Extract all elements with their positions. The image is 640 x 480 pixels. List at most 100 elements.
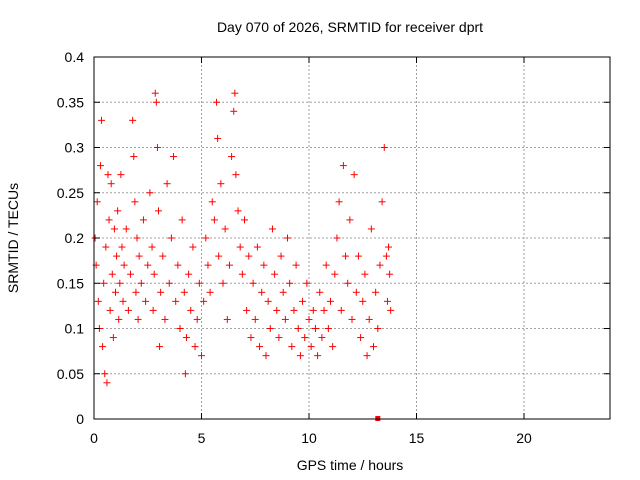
y-tick-label: 0 bbox=[76, 411, 84, 427]
data-point bbox=[260, 261, 268, 269]
data-point bbox=[144, 261, 152, 269]
data-point bbox=[221, 225, 229, 233]
data-point bbox=[225, 261, 233, 269]
x-tick-label: 5 bbox=[198, 430, 206, 446]
y-axis-label: SRMTID / TECUs bbox=[5, 183, 21, 293]
data-point bbox=[333, 234, 341, 242]
data-point bbox=[303, 279, 311, 287]
data-point bbox=[245, 252, 253, 260]
y-tick-label: 0.2 bbox=[65, 230, 85, 246]
data-point bbox=[327, 297, 334, 305]
data-point bbox=[374, 325, 382, 332]
data-point bbox=[231, 89, 239, 97]
data-point bbox=[376, 261, 384, 269]
data-point bbox=[288, 343, 296, 351]
data-point bbox=[193, 315, 201, 323]
y-tick-label: 0.35 bbox=[57, 94, 84, 110]
data-point bbox=[99, 343, 107, 351]
data-point bbox=[342, 252, 350, 260]
y-tick-label: 0.4 bbox=[65, 49, 85, 65]
data-point bbox=[172, 297, 180, 305]
data-point bbox=[187, 306, 195, 314]
data-point bbox=[129, 116, 137, 124]
data-point bbox=[314, 352, 322, 360]
data-point bbox=[150, 270, 158, 278]
data-point bbox=[367, 225, 375, 233]
data-point bbox=[213, 98, 221, 106]
data-point bbox=[251, 315, 259, 323]
data-point bbox=[180, 288, 188, 296]
data-point bbox=[113, 252, 121, 260]
data-point bbox=[228, 153, 236, 161]
data-point bbox=[320, 306, 328, 314]
data-point bbox=[279, 288, 287, 296]
data-point bbox=[383, 297, 391, 305]
data-point bbox=[238, 270, 246, 278]
data-point bbox=[103, 379, 111, 387]
y-tick-label: 0.15 bbox=[57, 275, 84, 291]
data-point bbox=[198, 352, 205, 360]
data-point bbox=[380, 144, 388, 151]
data-point bbox=[134, 315, 142, 323]
data-point bbox=[127, 270, 135, 278]
data-point bbox=[331, 270, 339, 278]
x-tick-label: 10 bbox=[301, 430, 317, 446]
data-point bbox=[275, 334, 283, 342]
data-point bbox=[101, 370, 109, 378]
data-point bbox=[284, 234, 291, 242]
data-point bbox=[365, 315, 373, 323]
data-point bbox=[118, 243, 126, 251]
data-point bbox=[157, 288, 165, 296]
data-point bbox=[124, 306, 132, 314]
data-point bbox=[277, 252, 285, 260]
data-point bbox=[339, 162, 347, 170]
data-point bbox=[116, 279, 124, 287]
data-point bbox=[247, 334, 255, 342]
y-tick-label: 0.25 bbox=[57, 185, 84, 201]
data-point bbox=[307, 343, 315, 351]
data-point bbox=[176, 325, 184, 332]
data-point bbox=[357, 334, 365, 342]
data-point bbox=[296, 352, 304, 360]
data-point bbox=[324, 325, 332, 332]
data-point bbox=[152, 98, 160, 106]
data-point bbox=[249, 279, 257, 287]
data-point bbox=[202, 234, 210, 242]
data-point bbox=[132, 288, 140, 296]
data-point bbox=[210, 216, 218, 224]
data-point bbox=[292, 261, 300, 269]
data-point bbox=[135, 252, 143, 260]
data-point bbox=[130, 153, 138, 161]
data-point bbox=[109, 334, 117, 342]
data-point bbox=[215, 252, 223, 260]
data-point bbox=[195, 279, 203, 287]
data-point bbox=[264, 297, 272, 305]
data-point bbox=[139, 216, 147, 224]
data-point bbox=[131, 198, 139, 206]
data-point bbox=[189, 243, 197, 251]
data-point bbox=[350, 171, 358, 179]
data-point bbox=[170, 153, 178, 161]
data-point bbox=[153, 144, 161, 151]
data-point bbox=[161, 315, 169, 323]
data-point bbox=[378, 198, 386, 206]
data-point bbox=[232, 171, 240, 179]
data-point bbox=[309, 306, 317, 314]
data-point bbox=[281, 315, 289, 323]
data-point bbox=[102, 243, 110, 251]
x-tick-label: 20 bbox=[516, 430, 532, 446]
data-point bbox=[311, 325, 319, 332]
data-point bbox=[241, 216, 248, 224]
x-axis-label: GPS time / hours bbox=[297, 457, 404, 473]
data-point bbox=[100, 279, 108, 287]
data-point bbox=[363, 352, 371, 360]
data-point bbox=[258, 288, 266, 296]
data-point bbox=[117, 171, 125, 179]
data-point bbox=[370, 343, 377, 351]
data-point bbox=[142, 297, 150, 305]
data-point bbox=[382, 252, 390, 260]
x-tick-label: 15 bbox=[409, 430, 425, 446]
y-tick-label: 0.05 bbox=[57, 366, 84, 382]
data-point bbox=[344, 279, 352, 287]
data-points bbox=[91, 89, 395, 421]
